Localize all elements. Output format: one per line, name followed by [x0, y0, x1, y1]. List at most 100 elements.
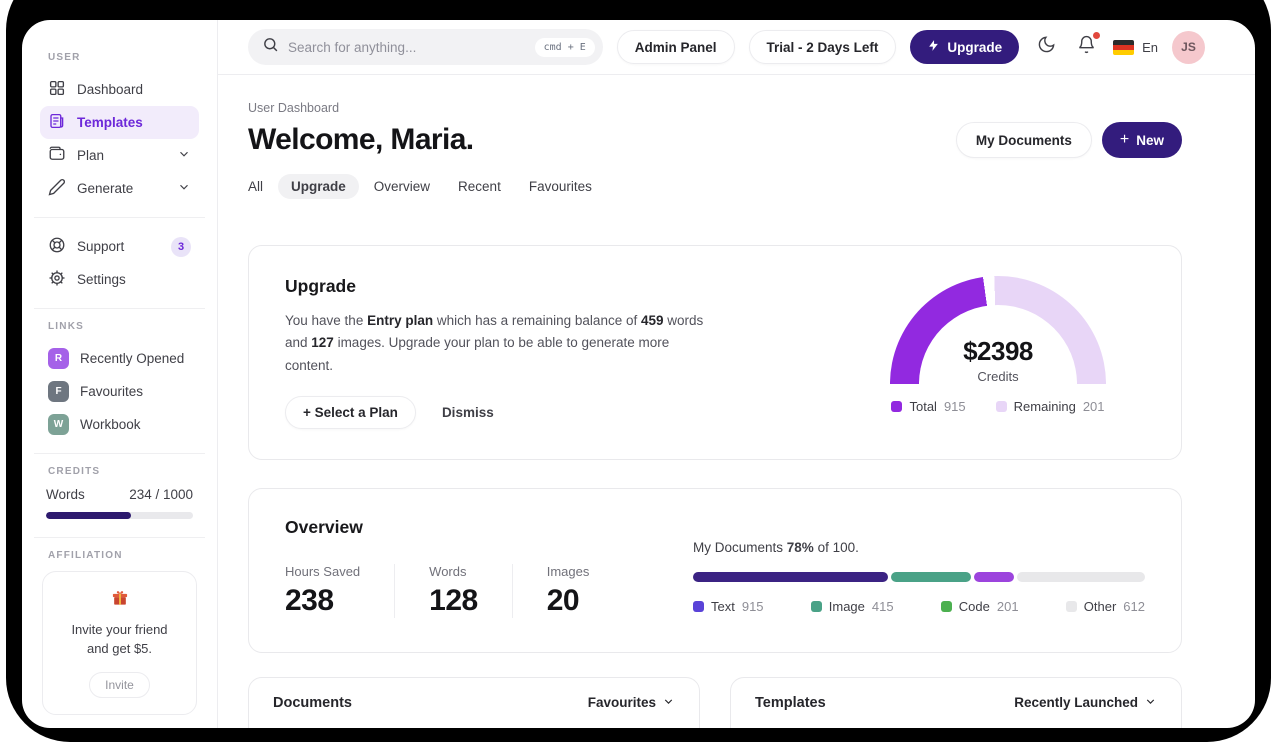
- documents-progress-sentence: My Documents 78% of 100.: [693, 539, 859, 555]
- legend-item-code: Code 201: [940, 599, 1019, 614]
- bar-segment-text: [693, 571, 888, 582]
- legend-item-remaining: Remaining 201: [995, 399, 1105, 414]
- moon-icon: [1037, 35, 1056, 59]
- sidebar-divider: [34, 308, 205, 309]
- credits-gauge-block: $2398 Credits Total 915 Remaining: [855, 276, 1145, 429]
- credits-value: $2398: [963, 336, 1033, 366]
- chevron-down-icon: [177, 147, 191, 164]
- tab-favourites[interactable]: Favourites: [528, 179, 592, 194]
- gauge-legend: Total 915 Remaining 201: [891, 399, 1105, 414]
- bell-icon: [1077, 35, 1096, 59]
- tab-recent[interactable]: Recent: [458, 179, 501, 194]
- legend-swatch: [1065, 600, 1077, 612]
- legend-swatch: [940, 600, 952, 612]
- credits-gauge: $2398 Credits: [890, 276, 1106, 384]
- sidebar-item-label: Workbook: [80, 417, 141, 432]
- gift-icon: [110, 591, 130, 612]
- dismiss-button[interactable]: Dismiss: [441, 404, 494, 420]
- pencil-icon: [48, 178, 66, 199]
- sidebar-item-workbook[interactable]: W Workbook: [40, 408, 199, 441]
- bar-legend: Text 915 Image 415 Code 201: [693, 599, 1145, 614]
- search-bar[interactable]: cmd + E: [248, 29, 603, 65]
- sidebar-item-generate[interactable]: Generate: [40, 172, 199, 205]
- trial-badge-button[interactable]: Trial - 2 Days Left: [748, 30, 897, 64]
- legend-swatch: [995, 401, 1007, 412]
- words-progressbar: [46, 512, 193, 519]
- tab-overview[interactable]: Overview: [373, 179, 431, 194]
- chevron-down-icon: [177, 180, 191, 197]
- select-plan-button[interactable]: + Select a Plan: [285, 395, 416, 429]
- credits-words-value: 234 / 1000: [129, 487, 193, 502]
- sidebar-item-label: Favourites: [80, 384, 144, 399]
- sidebar-section-credits: CREDITS: [48, 466, 101, 477]
- sidebar-item-label: Dashboard: [77, 82, 144, 97]
- chevron-down-icon: [1144, 695, 1157, 711]
- sidebar-section-affiliation: AFFILIATION: [48, 550, 123, 561]
- legend-item-total: Total 915: [891, 399, 966, 414]
- overview-card-title: Overview: [285, 516, 363, 537]
- sidebar-item-templates[interactable]: Templates: [40, 106, 199, 139]
- link-initial-badge: W: [48, 414, 69, 435]
- dark-mode-toggle[interactable]: [1033, 34, 1059, 60]
- sidebar-divider: [34, 537, 205, 538]
- legend-item-image: Image 415: [810, 599, 894, 614]
- templates-card-title: Templates: [755, 694, 826, 711]
- upgrade-card: Upgrade You have the Entry plan which ha…: [248, 245, 1182, 460]
- bar-segment-other: [1016, 571, 1145, 582]
- user-avatar[interactable]: JS: [1172, 30, 1205, 64]
- sidebar-item-label: Support: [77, 239, 125, 254]
- page-title: Welcome, Maria.: [248, 123, 474, 156]
- affiliation-text: Invite your friend and get $5.: [71, 622, 168, 656]
- sidebar-item-label: Recently Opened: [80, 351, 185, 366]
- documents-stacked-bar: [693, 571, 1145, 582]
- documents-card-title: Documents: [273, 694, 352, 711]
- chevron-down-icon: [662, 695, 675, 711]
- documents-filter-dropdown[interactable]: Favourites: [588, 695, 675, 711]
- sidebar-section-links: LINKS: [48, 321, 84, 332]
- admin-panel-button[interactable]: Admin Panel: [616, 30, 735, 64]
- legend-swatch: [891, 401, 903, 412]
- upgrade-card-title: Upgrade: [285, 276, 356, 296]
- templates-icon: [48, 112, 66, 133]
- search-input[interactable]: [288, 39, 526, 55]
- german-flag-icon[interactable]: [1113, 39, 1135, 55]
- sidebar-item-label: Settings: [77, 272, 126, 287]
- tab-all[interactable]: All: [248, 179, 264, 194]
- legend-item-text: Text 915: [693, 599, 764, 614]
- affiliation-card: Invite your friend and get $5. Invite: [42, 571, 197, 715]
- sidebar-item-settings[interactable]: Settings: [40, 263, 199, 296]
- new-button[interactable]: + New: [1101, 122, 1182, 158]
- notification-dot: [1093, 32, 1101, 39]
- breadcrumb: User Dashboard: [248, 101, 340, 115]
- my-documents-button[interactable]: My Documents: [955, 122, 1092, 158]
- templates-filter-dropdown[interactable]: Recently Launched: [1014, 695, 1157, 711]
- sidebar-item-favourites[interactable]: F Favourites: [40, 375, 199, 408]
- sidebar-item-label: Generate: [77, 181, 134, 196]
- sidebar-item-recently-opened[interactable]: R Recently Opened: [40, 342, 199, 375]
- legend-swatch: [810, 600, 822, 612]
- sidebar-item-dashboard[interactable]: Dashboard: [40, 73, 199, 106]
- sidebar-section-user: USER: [48, 52, 81, 63]
- credits-label: Credits: [977, 369, 1019, 384]
- language-label[interactable]: En: [1142, 39, 1158, 55]
- bolt-icon: [927, 39, 940, 55]
- sidebar-item-label: Templates: [77, 115, 143, 130]
- link-initial-badge: F: [48, 381, 69, 402]
- bar-segment-image: [890, 571, 971, 582]
- legend-swatch: [693, 600, 704, 612]
- tab-upgrade[interactable]: Upgrade: [278, 174, 359, 199]
- tab-bar: All Upgrade Overview Recent Favourites: [248, 174, 1182, 199]
- legend-item-other: Other 612: [1065, 599, 1145, 614]
- documents-progress-block: My Documents 78% of 100. Text 915: [693, 517, 1145, 618]
- sidebar-item-plan[interactable]: Plan: [40, 139, 199, 172]
- app-window: USER Dashboard Templates: [22, 20, 1255, 728]
- gear-icon: [48, 269, 66, 290]
- sidebar-item-support[interactable]: Support 3: [40, 230, 199, 263]
- wallet-icon: [48, 145, 66, 166]
- invite-button[interactable]: Invite: [89, 671, 150, 698]
- main-content: User Dashboard Welcome, Maria. My Docume…: [218, 75, 1255, 728]
- credits-words-label: Words: [46, 487, 85, 502]
- templates-card: Templates Recently Launched Blog Post Ti…: [730, 676, 1182, 728]
- notifications-button[interactable]: [1073, 32, 1101, 60]
- upgrade-button[interactable]: Upgrade: [910, 30, 1020, 64]
